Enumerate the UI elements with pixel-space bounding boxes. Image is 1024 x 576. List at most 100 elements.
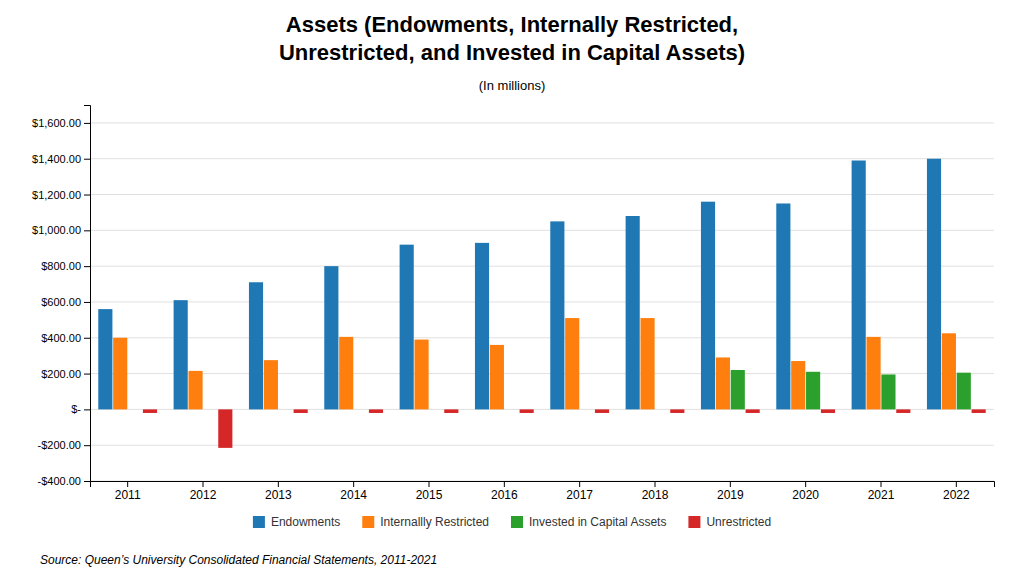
bar (595, 409, 609, 413)
x-tick-label: 2020 (792, 488, 819, 502)
bar (429, 409, 443, 410)
y-tick-label: -$400.00 (38, 475, 81, 487)
y-tick-mark (84, 374, 90, 375)
bar (746, 409, 760, 413)
y-tick-mark (84, 481, 90, 482)
bar-series (98, 159, 941, 410)
bar (942, 333, 956, 409)
bar (354, 409, 368, 410)
bar (565, 318, 579, 409)
bar-series (113, 318, 956, 409)
y-tick-mark (84, 266, 90, 267)
y-tick-mark (84, 123, 90, 124)
x-tick-label: 2013 (265, 488, 292, 502)
legend-label: Endowments (271, 515, 340, 529)
y-tick-label: $200.00 (41, 368, 81, 380)
bar (927, 159, 941, 410)
x-tick: 2018 (642, 481, 669, 502)
legend-item: Internallly Restricted (362, 515, 489, 529)
source: Source: Queen’s University Consolidated … (40, 553, 437, 567)
bar (655, 409, 669, 410)
bar (490, 345, 504, 409)
x-tick-label: 2015 (416, 488, 443, 502)
y-tick-label: $1,000.00 (32, 224, 81, 236)
legend-swatch (511, 516, 523, 528)
x-tick-label: 2018 (642, 488, 669, 502)
y-tick: $1,000.00 (32, 224, 90, 236)
x-tick-mark (655, 481, 656, 487)
x-tick-mark (805, 481, 806, 487)
y-tick-mark (84, 302, 90, 303)
x-tick: 2016 (491, 481, 518, 502)
x-tick-label: 2011 (115, 488, 141, 502)
grid (90, 123, 994, 481)
x-tick-label: 2021 (868, 488, 895, 502)
bar (957, 373, 971, 410)
x-tick: 2020 (792, 481, 819, 502)
bar (400, 245, 414, 410)
bars (98, 159, 985, 448)
x-tick-label: 2016 (491, 488, 518, 502)
x-tick-mark (429, 481, 430, 487)
x-tick-mark (504, 481, 505, 487)
legend-label: Unrestricted (706, 515, 771, 529)
legend-swatch (362, 516, 374, 528)
bar (294, 409, 308, 413)
bar (972, 409, 986, 413)
bar (731, 370, 745, 409)
y-tick-mark (84, 195, 90, 196)
bar (670, 409, 684, 413)
legend-label: Invested in Capital Assets (529, 515, 666, 529)
legend: Endowments Internallly Restricted Invested… (253, 515, 771, 529)
y-tick: $1,200.00 (32, 189, 90, 201)
x-tick: 2012 (190, 481, 217, 502)
x-tick-mark (881, 481, 882, 487)
x-tick: 2019 (717, 481, 744, 502)
x-axis-line (91, 482, 995, 488)
bar (444, 409, 458, 413)
x-tick: 2021 (868, 481, 895, 502)
bar (640, 318, 654, 409)
y-tick-label: $800.00 (41, 260, 81, 272)
bar (264, 360, 278, 409)
bar (143, 409, 157, 413)
bar (791, 361, 805, 409)
x-tick-label: 2022 (943, 488, 970, 502)
y-axis-line (84, 106, 91, 482)
y-tick-label: $1,200.00 (32, 189, 81, 201)
bar-series (731, 370, 971, 409)
legend-swatch (688, 516, 700, 528)
bar (249, 282, 263, 409)
y-tick-label: $1,600.00 (32, 117, 81, 129)
bar (98, 309, 112, 409)
bar (806, 372, 820, 410)
y-tick-label: -$200.00 (38, 439, 81, 451)
bar (852, 161, 866, 410)
bar (188, 371, 202, 409)
x-tick-mark (730, 481, 731, 487)
chart: Assets (Endowments, Internally Restricte… (0, 0, 1024, 576)
grid-line (90, 158, 994, 159)
y-tick-label: $600.00 (41, 296, 81, 308)
bar (626, 216, 640, 409)
x-tick-label: 2012 (190, 488, 217, 502)
x-tick: 2011 (115, 481, 141, 502)
x-tick-label: 2014 (340, 488, 367, 502)
bar (339, 337, 353, 410)
x-tick-mark (203, 481, 204, 487)
x-tick: 2015 (416, 481, 443, 502)
x-tick-label: 2017 (566, 488, 593, 502)
bar (776, 203, 790, 409)
legend-swatch (253, 516, 265, 528)
bar (203, 409, 217, 410)
x-tick-label: 2019 (717, 488, 744, 502)
x-tick-mark (579, 481, 580, 487)
bar (716, 357, 730, 409)
bar (174, 300, 188, 409)
y-tick-label: $400.00 (41, 332, 81, 344)
grid-line (90, 122, 994, 123)
x-tick-mark (956, 481, 957, 487)
y-tick: $1,600.00 (32, 117, 90, 129)
title: Assets (Endowments, Internally Restricte… (279, 12, 745, 65)
subtitle: (In millions) (479, 78, 545, 93)
